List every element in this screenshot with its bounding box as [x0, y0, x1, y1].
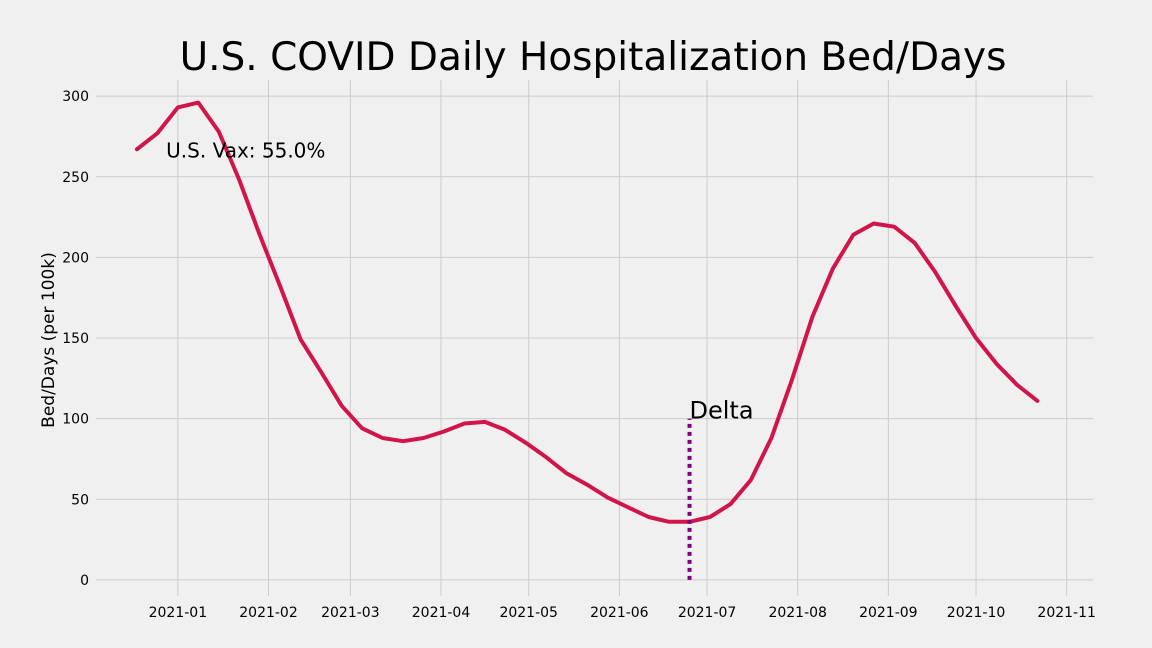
x-tick-label: 2021-01 — [149, 605, 208, 621]
x-tick-label: 2021-03 — [321, 605, 380, 621]
series-line — [134, 100, 1040, 524]
x-tick-label: 2021-11 — [1037, 605, 1096, 621]
y-tick-label: 250 — [62, 170, 89, 186]
y-tick-label: 50 — [71, 492, 89, 508]
x-tick-label: 2021-10 — [947, 605, 1006, 621]
y-tick-label: 0 — [80, 573, 89, 589]
y-tick-label: 300 — [62, 89, 89, 105]
x-tick-label: 2021-08 — [768, 605, 827, 621]
series — [134, 100, 1040, 524]
y-tick-labels: 0 50 100 150 200 250 300 — [62, 89, 89, 589]
x-tick-label: 2021-05 — [499, 605, 558, 621]
y-tick-label: 100 — [62, 412, 89, 428]
y-tick-label: 200 — [62, 250, 89, 266]
y-tick-label: 150 — [62, 331, 89, 347]
x-tick-label: 2021-04 — [412, 605, 471, 621]
x-tick-label: 2021-06 — [590, 605, 649, 621]
x-tick-label: 2021-02 — [239, 605, 298, 621]
vax-annotation: U.S. Vax: 55.0% — [166, 138, 325, 162]
x-tick-label: 2021-07 — [678, 605, 737, 621]
annotations: U.S. Vax: 55.0% Delta — [166, 138, 753, 424]
y-axis-label: Bed/Days (per 100k) — [39, 252, 59, 428]
x-tick-label: 2021-09 — [859, 605, 918, 621]
chart-title: U.S. COVID Daily Hospitalization Bed/Day… — [180, 35, 1007, 80]
delta-annotation: Delta — [690, 397, 754, 425]
grid — [96, 80, 1093, 596]
x-tick-labels: 2021-01 2021-02 2021-03 2021-04 2021-05 2021-… — [149, 605, 1096, 621]
